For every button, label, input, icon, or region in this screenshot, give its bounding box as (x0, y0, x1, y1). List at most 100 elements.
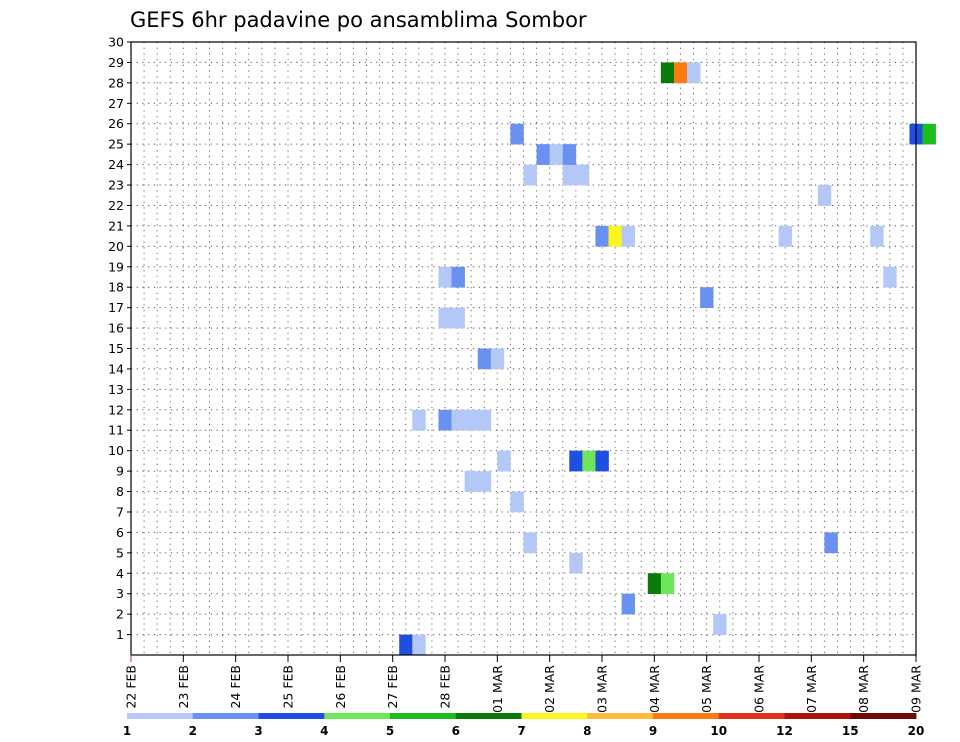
colorbar-segment (653, 713, 720, 719)
y-tick-label: 17 (108, 300, 124, 315)
colorbar-segment (784, 713, 851, 719)
precip-cell (497, 450, 511, 472)
precip-cell (477, 348, 492, 370)
colorbar-label: 8 (583, 724, 591, 738)
x-tick-label: 03 MAR (595, 665, 610, 713)
precip-cell (922, 123, 936, 145)
precip-cell (477, 409, 492, 431)
precip-cell (451, 409, 465, 431)
precip-cell (562, 144, 577, 165)
y-tick-label: 26 (108, 116, 124, 131)
precip-cell (673, 62, 688, 84)
x-tick-label: 28 FEB (438, 665, 453, 709)
precip-cell (778, 225, 793, 247)
precip-cell (399, 634, 413, 656)
x-tick-label: 25 FEB (281, 665, 296, 709)
y-tick-label: 22 (108, 198, 124, 213)
precip-cell (569, 450, 583, 472)
precip-cell (569, 552, 583, 574)
precip-cell (464, 471, 479, 492)
colorbar-label: 2 (189, 724, 197, 738)
precip-cell (536, 144, 550, 165)
y-axis-ticks: 1234567891011121314151617181920212223242… (108, 35, 131, 642)
y-tick-label: 12 (108, 402, 124, 417)
precip-cell (621, 593, 636, 615)
precip-cell (451, 307, 465, 329)
x-tick-label: 09 MAR (909, 665, 924, 713)
precip-cell (438, 409, 452, 431)
precip-cell (817, 185, 832, 206)
colorbar-label: 6 (452, 724, 460, 738)
precip-cell (595, 450, 609, 472)
precip-cell (582, 450, 596, 472)
colorbar-label: 7 (517, 724, 525, 738)
y-tick-label: 19 (108, 259, 124, 274)
precip-cell (523, 532, 537, 554)
precip-cell (490, 348, 505, 370)
colorbar-label: 20 (908, 724, 925, 738)
y-tick-label: 14 (108, 361, 124, 376)
precip-cell (562, 164, 577, 186)
x-tick-label: 07 MAR (804, 665, 819, 713)
colorbar-segment (587, 713, 654, 719)
y-tick-label: 30 (108, 35, 124, 50)
colorbar-segment (521, 713, 588, 719)
chart-title: GEFS 6hr padavine po ansamblima Sombor (130, 8, 587, 32)
precip-cell (660, 62, 675, 84)
precip-cell (700, 287, 714, 308)
precipitation-cells (399, 62, 936, 656)
precip-cell (549, 144, 564, 165)
y-tick-label: 29 (108, 55, 124, 70)
x-tick-label: 26 FEB (333, 665, 348, 709)
colorbar-label: 10 (710, 724, 727, 738)
colorbar-segment (324, 713, 391, 719)
precip-cell (412, 409, 426, 431)
colorbar-label: 9 (649, 724, 657, 738)
precip-cell (883, 266, 897, 288)
x-tick-label: 27 FEB (385, 665, 400, 709)
colorbar-label: 15 (842, 724, 859, 738)
precip-cell (464, 409, 479, 431)
colorbar-segment (390, 713, 457, 719)
colorbar-label: 4 (320, 724, 328, 738)
colorbar-label: 5 (386, 724, 394, 738)
precip-cell (687, 62, 701, 84)
y-tick-label: 3 (116, 586, 124, 601)
y-tick-label: 25 (108, 137, 124, 152)
y-tick-label: 13 (108, 382, 124, 397)
colorbar-label: 1 (123, 724, 131, 738)
y-tick-label: 1 (116, 627, 124, 642)
y-tick-label: 18 (108, 280, 124, 295)
precip-cell (477, 471, 492, 492)
colorbar-label: 12 (776, 724, 793, 738)
y-tick-label: 5 (116, 545, 124, 560)
x-tick-label: 06 MAR (752, 665, 767, 713)
y-tick-label: 23 (108, 178, 124, 193)
x-tick-label: 04 MAR (647, 665, 662, 713)
y-tick-label: 10 (108, 443, 124, 458)
precip-cell (870, 225, 884, 247)
precip-cell (510, 123, 524, 145)
colorbar-segment (718, 713, 785, 719)
colorbar-label: 3 (254, 724, 262, 738)
precip-cell (575, 164, 590, 186)
precip-cell (824, 532, 838, 554)
y-tick-label: 4 (116, 566, 124, 581)
y-tick-label: 28 (108, 75, 124, 90)
y-tick-label: 11 (108, 423, 124, 438)
y-tick-label: 7 (116, 504, 124, 519)
y-tick-label: 27 (108, 96, 124, 111)
colorbar-segment (850, 713, 917, 719)
precip-cell (621, 225, 636, 247)
x-tick-label: 05 MAR (699, 665, 714, 713)
y-tick-label: 8 (116, 484, 124, 499)
x-tick-label: 22 FEB (124, 665, 139, 709)
x-tick-label: 23 FEB (176, 665, 191, 709)
precip-cell (451, 266, 465, 288)
colorbar-legend: 1 2 3 4 5 6 7 8 9 10 12 15 20 (123, 713, 925, 738)
colorbar-segment (192, 713, 259, 719)
precip-cell (438, 307, 452, 329)
y-tick-label: 24 (108, 157, 124, 172)
precip-cell (660, 573, 675, 594)
